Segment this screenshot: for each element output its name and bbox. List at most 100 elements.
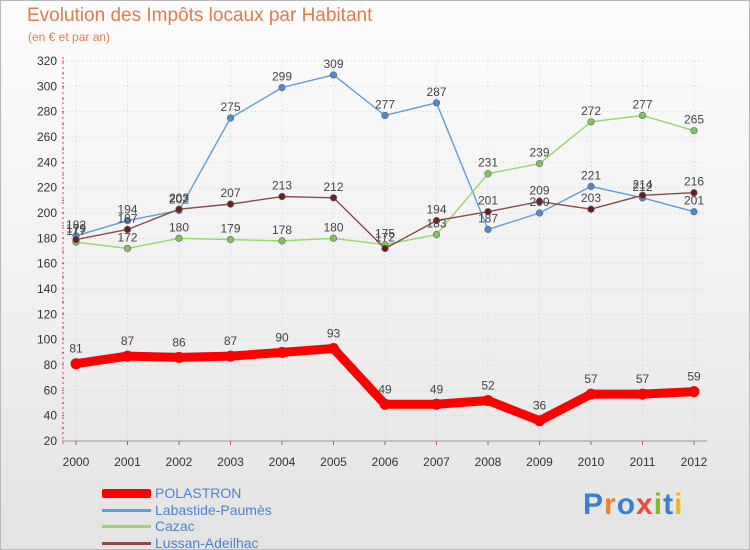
data-point-polastron-2008 xyxy=(482,394,494,406)
data-point-cazac-2005 xyxy=(329,234,338,242)
data-point-lussan-adeilhac-2009 xyxy=(535,198,544,206)
x-tick-label-2011: 2011 xyxy=(630,455,656,469)
data-label-polastron-2000: 81 xyxy=(69,342,83,356)
data-point-labastide-paumes-2010 xyxy=(587,182,595,190)
y-tick-label-40: 40 xyxy=(44,409,58,423)
data-label-polastron-2009: 36 xyxy=(533,399,547,413)
data-label-polastron-2008: 52 xyxy=(481,378,495,392)
chart-title: Evolution des Impôts locaux par Habitant xyxy=(27,5,373,26)
data-label-lussan-adeilhac-2010: 203 xyxy=(581,191,601,205)
x-tick-label-2001: 2001 xyxy=(114,455,141,469)
legend-label-lussan-adeilhac: Lussan-Adeilhac xyxy=(155,534,259,550)
data-label-lussan-adeilhac-2005: 212 xyxy=(323,180,343,194)
data-label-cazac-2012: 265 xyxy=(684,113,704,127)
data-point-labastide-paumes-2008 xyxy=(484,225,492,234)
y-tick-label-140: 140 xyxy=(37,282,57,296)
data-label-cazac-2002: 180 xyxy=(169,220,189,234)
x-tick-label-2009: 2009 xyxy=(526,455,553,469)
data-label-labastide-paumes-2004: 299 xyxy=(272,70,292,84)
y-tick-label-20: 20 xyxy=(44,434,58,448)
x-tick-label-2005: 2005 xyxy=(320,455,347,469)
data-point-labastide-paumes-2001 xyxy=(123,217,132,225)
data-label-lussan-adeilhac-2008: 201 xyxy=(478,194,498,208)
x-tick-label-2003: 2003 xyxy=(217,455,244,469)
data-label-cazac-2006: 175 xyxy=(375,227,395,241)
x-tick-label-2010: 2010 xyxy=(578,455,605,469)
data-label-labastide-paumes-2011: 212 xyxy=(632,180,652,194)
legend-swatch-cazac xyxy=(102,525,151,528)
data-label-lussan-adeilhac-2003: 207 xyxy=(220,186,240,200)
data-point-lussan-adeilhac-2010 xyxy=(587,205,595,213)
data-point-cazac-2007 xyxy=(432,230,441,239)
data-label-lussan-adeilhac-2009: 209 xyxy=(529,184,549,198)
legend-label-polastron: POLASTRON xyxy=(155,485,242,501)
data-label-cazac-2004: 178 xyxy=(272,223,292,237)
data-point-cazac-2001 xyxy=(123,244,132,253)
y-tick-label-320: 320 xyxy=(37,54,57,68)
y-tick-label-280: 280 xyxy=(37,105,57,119)
data-label-lussan-adeilhac-2002: 203 xyxy=(169,191,189,205)
legend-label-labastide-paumes: Labastide-Paumès xyxy=(155,501,272,518)
data-label-cazac-2011: 277 xyxy=(632,97,652,111)
y-tick-label-260: 260 xyxy=(37,130,57,144)
data-point-lussan-adeilhac-2000 xyxy=(72,236,80,244)
data-point-labastide-paumes-2005 xyxy=(329,71,338,79)
data-point-labastide-paumes-2007 xyxy=(432,99,441,107)
data-label-cazac-2000: 177 xyxy=(66,224,86,238)
data-label-cazac-2001: 172 xyxy=(117,230,137,244)
data-label-cazac-2008: 231 xyxy=(478,156,498,170)
data-label-cazac-2007: 183 xyxy=(426,217,446,231)
y-tick-label-200: 200 xyxy=(37,206,57,220)
data-point-cazac-2002 xyxy=(175,234,183,242)
y-tick-label-60: 60 xyxy=(44,383,58,397)
y-tick-label-240: 240 xyxy=(37,155,57,169)
data-point-lussan-adeilhac-2006 xyxy=(381,244,389,253)
data-labels: 182 194 202 275 299 309 277 287 187 200 221 212 201 1… xyxy=(66,57,704,413)
data-point-labastide-paumes-2003 xyxy=(226,114,235,122)
data-point-labastide-paumes-2012 xyxy=(690,208,698,216)
grid-lines xyxy=(63,60,707,442)
data-point-lussan-adeilhac-2003 xyxy=(226,200,235,208)
chart-subtitle: (en € et par an) xyxy=(28,30,111,44)
data-label-polastron-2012: 59 xyxy=(687,370,701,384)
y-tick-label-180: 180 xyxy=(37,231,57,245)
x-tick-label-2006: 2006 xyxy=(372,455,399,469)
data-label-polastron-2004: 90 xyxy=(275,330,289,344)
data-label-labastide-paumes-2009: 200 xyxy=(529,195,549,209)
data-point-polastron-2004 xyxy=(276,346,288,358)
data-point-lussan-adeilhac-2004 xyxy=(278,192,286,201)
data-label-cazac-2010: 272 xyxy=(581,104,601,118)
data-point-cazac-2012 xyxy=(690,127,698,135)
y-tick-label-120: 120 xyxy=(37,307,57,321)
data-label-lussan-adeilhac-2012: 216 xyxy=(684,175,704,189)
data-label-polastron-2010: 57 xyxy=(584,372,598,386)
data-label-labastide-paumes-2001: 194 xyxy=(117,203,137,217)
data-label-labastide-paumes-2008: 187 xyxy=(478,211,498,225)
data-point-polastron-2012 xyxy=(688,386,700,398)
data-point-lussan-adeilhac-2005 xyxy=(329,194,338,202)
data-point-polastron-2007 xyxy=(431,398,442,410)
series-lines xyxy=(70,71,700,427)
data-label-labastide-paumes-2010: 221 xyxy=(581,168,601,182)
data-point-lussan-adeilhac-2011 xyxy=(638,191,647,199)
data-label-polastron-2006: 49 xyxy=(378,382,392,396)
data-point-cazac-2009 xyxy=(535,160,544,168)
data-point-cazac-2011 xyxy=(638,111,647,120)
data-point-polastron-2003 xyxy=(225,350,236,362)
data-point-labastide-paumes-2004 xyxy=(278,83,286,92)
data-label-polastron-2007: 49 xyxy=(430,382,444,396)
x-tick-label-2000: 2000 xyxy=(63,455,90,469)
legend-label-cazac: Cazac xyxy=(155,518,195,534)
axes: 20 40 60 80 100 120 140 160 180 200 220 240 260 280 30… xyxy=(37,54,708,469)
data-label-labastide-paumes-2007: 287 xyxy=(426,85,446,99)
data-point-lussan-adeilhac-2001 xyxy=(123,225,132,234)
data-label-polastron-2003: 87 xyxy=(224,334,238,348)
data-point-polastron-2000 xyxy=(70,358,82,370)
data-point-polastron-2002 xyxy=(173,351,185,363)
y-tick-label-300: 300 xyxy=(37,79,57,93)
data-label-labastide-paumes-2002: 202 xyxy=(169,192,189,206)
data-point-lussan-adeilhac-2008 xyxy=(484,208,492,216)
y-tick-label-100: 100 xyxy=(37,333,57,347)
